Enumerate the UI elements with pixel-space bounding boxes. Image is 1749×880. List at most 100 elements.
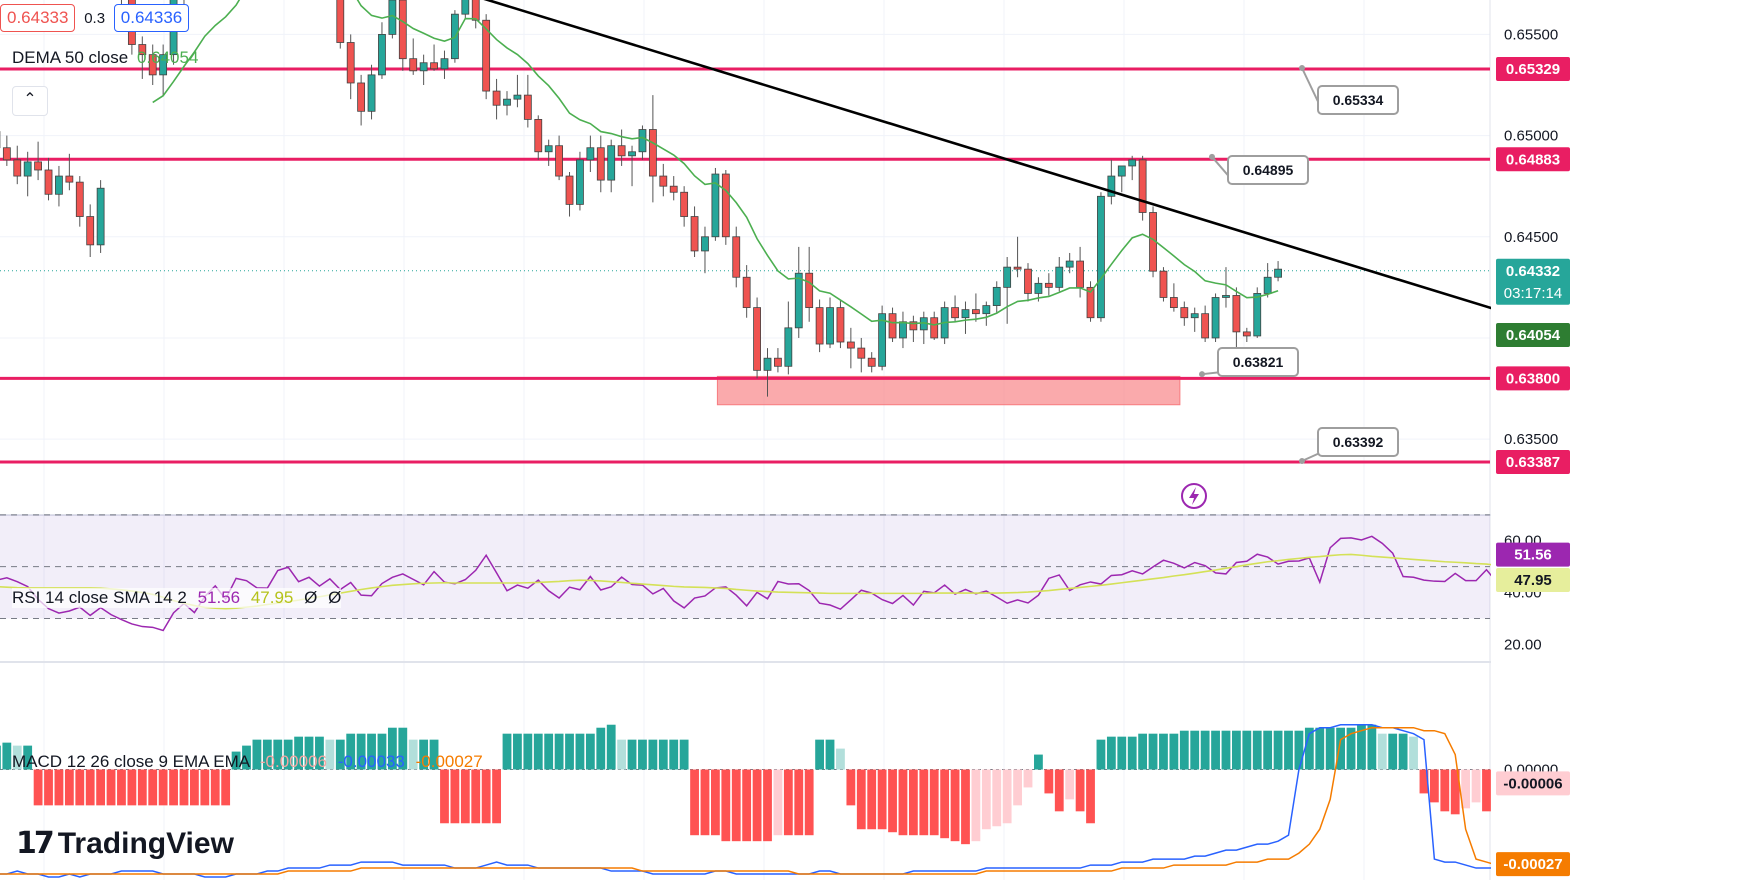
macd-hist-bar [54,769,64,806]
macd-hist-bar [565,733,574,770]
tradingview-logo[interactable]: 17 TradingView [16,826,234,861]
rsi-na-2: Ø [328,588,342,607]
candle-body [482,19,491,92]
candle-body [774,357,782,367]
candle-body [805,272,814,309]
macd-hist-bar [1263,730,1273,770]
macd-hist-bar [1273,730,1283,770]
candle-body [471,0,480,21]
macd-hist-bar [85,769,95,806]
descending-trendline [483,0,1550,328]
macd-hist-bar [794,769,804,836]
candle-body [763,357,772,371]
dema-legend[interactable]: DEMA 50 close 0.64054 [12,48,198,68]
macd-hist-bar [429,739,439,770]
level-badge-63800: 0.63800 [1506,370,1560,387]
macd-hist-bar [1294,730,1304,770]
macd-hist-bar [1409,736,1418,770]
lightning-icon [1181,483,1207,509]
candle-body [461,0,470,15]
macd-hist-bar [1044,769,1054,794]
macd-hist-bar [346,733,356,770]
macd-hist-bar [1086,769,1095,824]
macd-hist-bar [836,748,845,770]
rsi-sma-legend-value: 47.95 [250,588,294,607]
chevron-up-icon: ⌃ [23,91,37,108]
candle-body [86,216,95,246]
level-badge-64883: 0.64883 [1506,151,1560,168]
macd-hist-bar [1023,769,1033,788]
macd-hist-bar [731,769,741,842]
macd-hist-bar [356,733,366,770]
macd-hist-bar [1221,730,1231,770]
bid-price[interactable]: 0.64333 [0,4,76,32]
candle-body [430,62,438,70]
callout-label: 0.65334 [1333,92,1384,108]
candle-body [951,307,959,319]
ask-price[interactable]: 0.64336 [113,4,190,32]
callout-box [1317,85,1399,115]
macd-hist-bar [481,769,491,824]
callout-label: 0.64895 [1243,162,1294,178]
macd-hist-bar [908,769,918,836]
candle-body [826,307,834,345]
macd-hist-bar [137,769,147,806]
rsi-legend[interactable]: RSI 14 close SMA 14 2 51.56 47.95 Ø Ø [12,588,342,608]
macd-hist-bar [117,769,126,806]
macd-hist-bar [1419,769,1429,794]
macd-hist-bar [1440,769,1450,812]
candle-body [732,236,741,278]
candle-body [148,54,157,76]
macd-hist-bar [502,733,512,770]
price-axis[interactable]: 0.655000.650000.645000.640000.6350060.00… [1491,0,1749,880]
candle-body [55,175,63,195]
macd-hist-bar [971,769,981,842]
candle-body [899,321,907,339]
rsi-badge: 51.56 [1514,547,1552,564]
callout-label: 0.63821 [1233,354,1284,370]
rsi-sma-badge: 47.95 [1514,572,1552,589]
candle-body [1201,313,1210,339]
macd-hist-bar [96,769,106,806]
macd-hist-bar [148,769,158,806]
macd-hist-bar [1242,730,1252,770]
macd-hist-bar [1159,733,1168,770]
candle-body [1159,270,1168,298]
candle-body [513,94,522,100]
candle-body [701,236,709,252]
spread-value: 0.3 [84,10,106,27]
candle-body [961,309,970,319]
collapse-legend-button[interactable]: ⌃ [12,86,48,116]
macd-hist-bar [169,769,178,806]
candlestick-series [0,0,1282,397]
candle-body [992,286,1001,306]
callout-anchor [1299,458,1305,465]
candle-body [1169,297,1178,309]
candle-body [878,313,887,367]
candle-body [1086,286,1095,319]
macd-hist-bar [210,769,220,806]
macd-hist-bar [1002,769,1012,824]
level-badge-63387: 0.63387 [1506,454,1560,471]
macd-hist-bar [1304,727,1314,770]
macd-hist-bar [1325,727,1335,770]
bar-countdown-timer: 03:17:14 [1504,285,1562,302]
candle-body [1024,268,1032,294]
macd-hist-bar [377,733,387,770]
macd-hist-bar [804,769,814,836]
macd-hist-bar [190,769,199,806]
macd-hist-bar [1179,730,1189,770]
candle-body [65,175,74,183]
last-price-badge: 0.64332 [1506,263,1560,280]
macd-hist-bar [75,769,85,806]
candle-body [638,129,647,153]
trendline[interactable] [455,0,1550,328]
macd-legend[interactable]: MACD 12 26 close 9 EMA EMA -0.00006 -0.0… [12,752,483,772]
candle-body [982,305,991,315]
price-tick-label: 0.64500 [1504,229,1558,246]
candle-body [1190,313,1199,319]
macd-hist-bar [929,769,939,836]
macd-hist-bar [752,769,762,842]
